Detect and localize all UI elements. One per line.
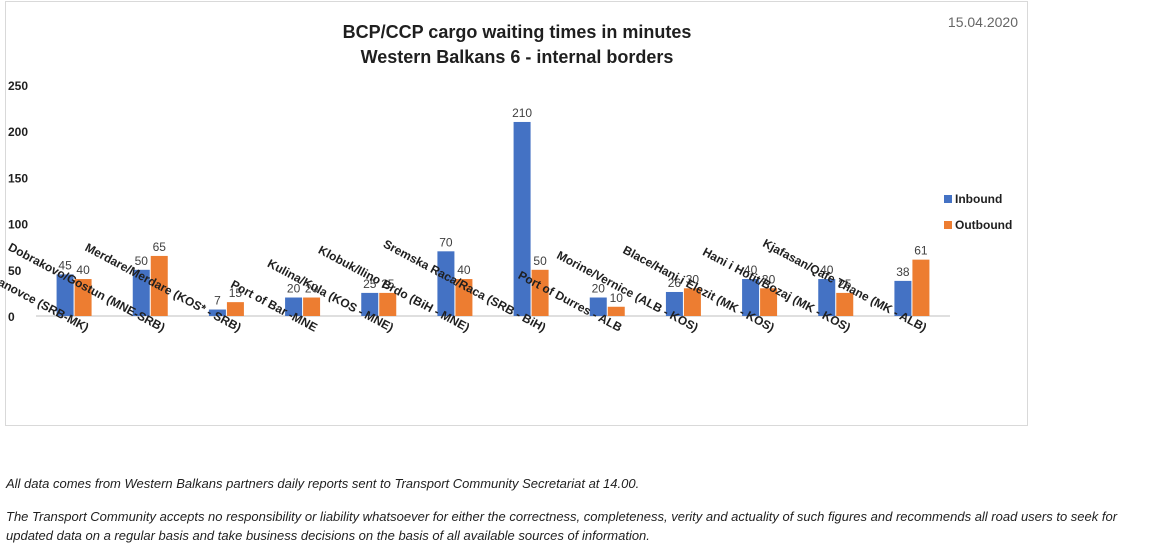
data-label: 10 [610, 291, 624, 305]
data-label: 50 [533, 254, 547, 268]
bar-inbound [132, 269, 150, 316]
bar-inbound [208, 309, 226, 316]
data-label: 25 [381, 277, 395, 291]
disclaimer-note: The Transport Community accepts no respo… [6, 509, 1118, 543]
bar-outbound [379, 292, 397, 316]
data-label: 30 [762, 272, 776, 286]
category-label: Morine/Vernice (ALB - KOS) [554, 248, 700, 335]
y-tick-label: 0 [8, 310, 15, 324]
data-label: 40 [76, 263, 90, 277]
y-tick-label: 200 [8, 125, 28, 139]
data-label: 40 [457, 263, 471, 277]
bar-outbound [226, 302, 244, 316]
data-label: 15 [229, 286, 243, 300]
bar-outbound [836, 292, 854, 316]
data-label: 20 [287, 282, 301, 296]
data-label: 40 [820, 263, 834, 277]
data-label: 30 [686, 272, 700, 286]
data-label: 70 [439, 235, 453, 249]
chart-date: 15.04.2020 [948, 14, 1018, 30]
data-label: 25 [363, 277, 377, 291]
data-label: 20 [305, 282, 319, 296]
source-note: All data comes from Western Balkans part… [6, 476, 640, 491]
bar-inbound [437, 251, 455, 316]
data-label: 25 [838, 277, 852, 291]
bar-outbound [531, 269, 549, 316]
data-label: 40 [744, 263, 758, 277]
legend-swatch [944, 195, 952, 203]
chart-frame [5, 1, 1028, 426]
y-tick-label: 100 [8, 218, 28, 232]
bar-outbound [455, 279, 473, 316]
data-label: 210 [512, 106, 532, 120]
bar-inbound [361, 292, 379, 316]
data-label: 65 [153, 240, 167, 254]
bar-inbound [742, 279, 760, 316]
chart: BCP/CCP cargo waiting times in minutes We… [0, 14, 1018, 335]
chart-title-line: BCP/CCP cargo waiting times in minutes [343, 22, 692, 42]
y-tick-label: 150 [8, 171, 28, 185]
data-label: 26 [668, 276, 682, 290]
bar-inbound [589, 297, 607, 316]
bar-outbound [150, 255, 168, 316]
legend-label: Inbound [955, 192, 1002, 206]
data-label: 45 [58, 258, 72, 272]
data-label: 61 [914, 244, 928, 258]
data-label: 50 [135, 254, 149, 268]
y-tick-label: 50 [8, 264, 22, 278]
bar-inbound [818, 279, 836, 316]
bar-outbound [760, 288, 778, 316]
bar-inbound [56, 274, 74, 316]
bar-outbound [303, 297, 321, 316]
bar-inbound [285, 297, 303, 316]
bar-outbound [683, 288, 701, 316]
bar-inbound [513, 121, 531, 317]
bar-outbound [912, 259, 930, 316]
bar-inbound [665, 291, 683, 316]
data-label: 7 [214, 294, 221, 308]
legend-label: Outbound [955, 218, 1012, 232]
bar-inbound [894, 280, 912, 316]
chart-title-line: Western Balkans 6 - internal borders [361, 47, 674, 67]
y-tick-label: 250 [8, 79, 28, 93]
bar-outbound [74, 279, 92, 316]
legend-swatch [944, 221, 952, 229]
bar-outbound [607, 306, 625, 316]
data-label: 38 [896, 265, 910, 279]
data-label: 20 [592, 282, 606, 296]
